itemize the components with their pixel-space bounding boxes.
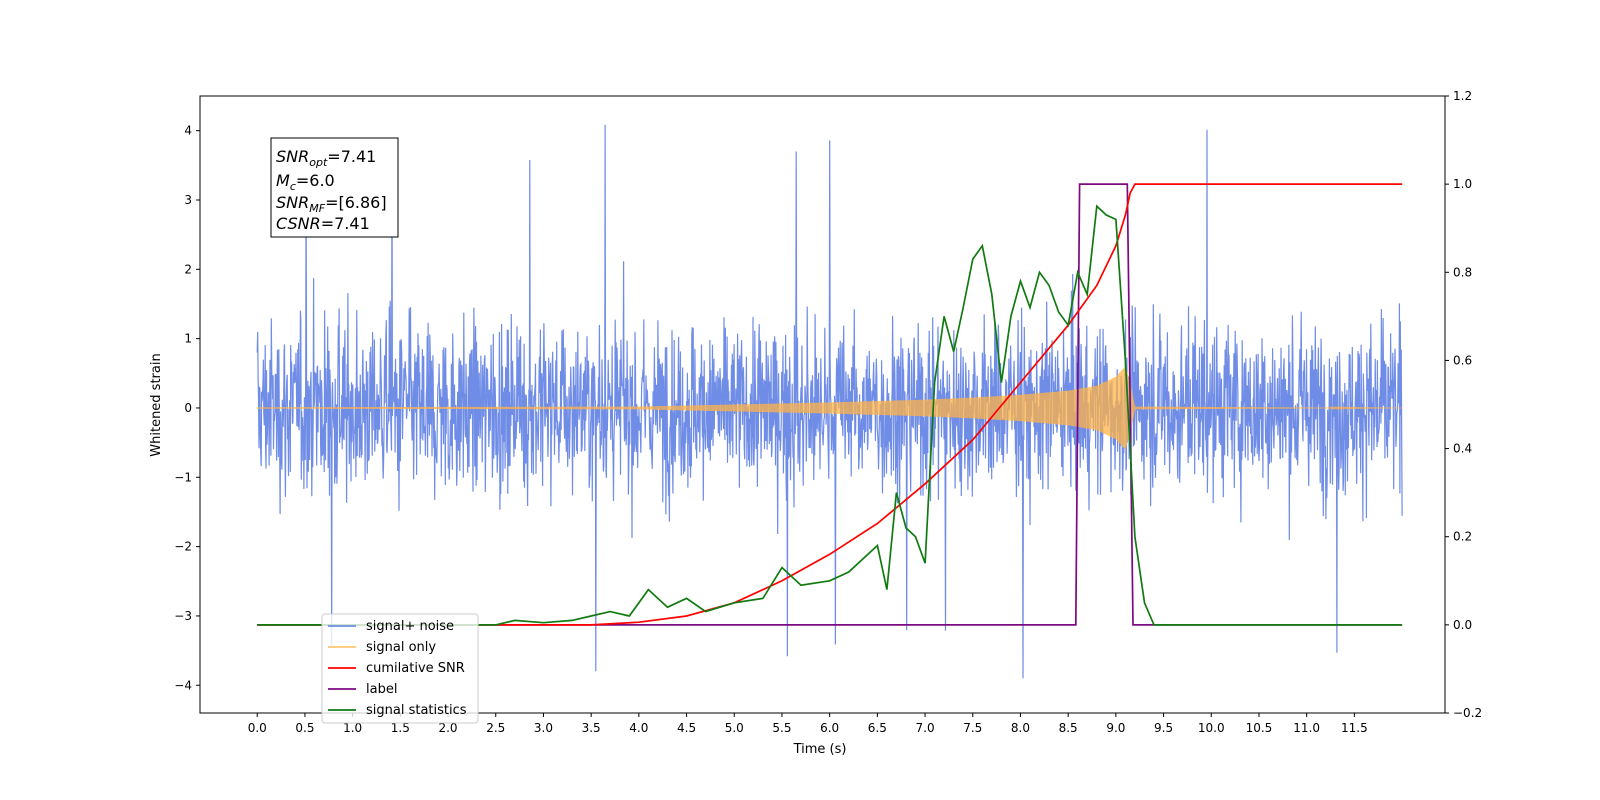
stats-annotation: SNRopt=7.41 Mc=6.0 SNRMF=[6.86] CSNR=7.4… — [270, 137, 399, 238]
snr-mf-text: SNRMF=[6.86] — [276, 193, 387, 215]
x-tick-label: 3.5 — [582, 721, 601, 735]
legend-label: cumilative SNR — [366, 661, 465, 676]
x-tick-label: 9.0 — [1106, 721, 1125, 735]
x-tick-label: 4.0 — [629, 721, 648, 735]
legend-label: signal only — [366, 640, 436, 655]
mc-text: Mc=6.0 — [276, 171, 335, 193]
series-cumulative-snr — [257, 183, 1403, 626]
x-tick-label: 10.5 — [1246, 721, 1273, 735]
legend-label: signal statistics — [366, 703, 467, 718]
y2-tick-label: 0.8 — [1453, 265, 1472, 279]
y-tick-label: −4 — [174, 678, 192, 692]
legend-box — [321, 613, 479, 724]
x-tick-label: 8.5 — [1059, 721, 1078, 735]
x-tick-label: 2.5 — [486, 721, 505, 735]
x-tick-label: 1.0 — [343, 721, 362, 735]
axes: 0.0 0.5 1.0 1.5 2.0 2.5 3.0 3.5 4.0 4.5 5.0 5.5 6.0 6… — [174, 89, 1482, 735]
x-tick-label: 1.5 — [391, 721, 410, 735]
stats-annotation-box — [270, 137, 399, 238]
legend-label: signal+ noise — [366, 619, 454, 634]
x-tick-label: 7.0 — [916, 721, 935, 735]
csnr-text: CSNR=7.41 — [276, 214, 370, 233]
x-tick-label: 11.5 — [1341, 721, 1368, 735]
y2-tick-label: 1.0 — [1453, 177, 1472, 191]
x-tick-label: 0.0 — [248, 721, 267, 735]
x-tick-label: 5.5 — [772, 721, 791, 735]
legend: signal+ noise signal only cumilative SNR la… — [321, 613, 479, 724]
y2-tick-label: −0.2 — [1453, 706, 1482, 720]
y2-tick-label: 0.4 — [1453, 442, 1472, 456]
x-tick-label: 8.0 — [1011, 721, 1030, 735]
y-tick-label: −3 — [174, 609, 192, 623]
y-tick-label: 0 — [184, 401, 192, 415]
x-tick-label: 6.5 — [868, 721, 887, 735]
legend-label: label — [366, 682, 397, 697]
x-tick-label: 10.0 — [1198, 721, 1225, 735]
y2-tick-label: 0.0 — [1453, 618, 1472, 632]
series-signal-only — [256, 366, 1403, 450]
y-tick-label: 4 — [184, 124, 192, 138]
x-tick-label: 5.0 — [725, 721, 744, 735]
y2-tick-label: 1.2 — [1453, 89, 1472, 103]
x-tick-label: 6.0 — [820, 721, 839, 735]
y-tick-label: 2 — [184, 262, 192, 276]
y-tick-label: −1 — [174, 470, 192, 484]
x-tick-label: 7.5 — [963, 721, 982, 735]
x-tick-label: 11.0 — [1293, 721, 1320, 735]
y-axis-label: Whitened strain — [149, 353, 164, 456]
y-tick-label: 3 — [184, 193, 192, 207]
y2-tick-label: 0.2 — [1453, 530, 1472, 544]
series-signal-statistics — [257, 204, 1403, 626]
x-tick-label: 3.0 — [534, 721, 553, 735]
series-signal-noise — [256, 124, 1403, 679]
x-tick-label: 4.5 — [677, 721, 696, 735]
snr-opt-text: SNRopt=7.41 — [276, 147, 376, 169]
plot-area — [256, 124, 1403, 679]
x-tick-label: 0.5 — [295, 721, 314, 735]
y-tick-label: −2 — [174, 540, 192, 554]
x-tick-label: 9.5 — [1154, 721, 1173, 735]
plot-frame — [199, 95, 1446, 714]
x-axis-label: Time (s) — [793, 742, 847, 757]
y-tick-label: 1 — [184, 332, 192, 346]
y2-tick-label: 0.6 — [1453, 353, 1472, 367]
x-tick-label: 2.0 — [438, 721, 457, 735]
